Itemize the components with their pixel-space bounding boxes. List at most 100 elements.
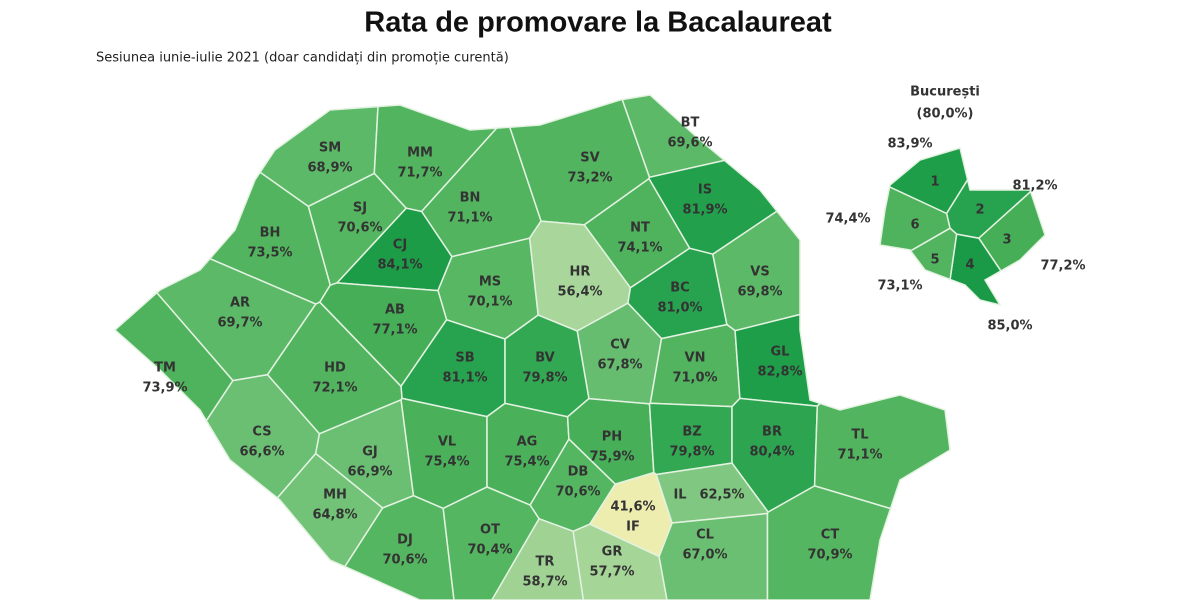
county: [400, 397, 488, 510]
county-code: SM: [319, 141, 341, 156]
county-code: CS: [252, 425, 271, 440]
county-code: CL: [696, 528, 714, 543]
sector-value: 73,1%: [877, 279, 922, 294]
county-value: 70,9%: [807, 548, 852, 563]
map: SM 68,9% MM 71,7% BT 69,6% SV 73,2% IS 81,9% BN 71,…: [113, 94, 951, 600]
county-code: SJ: [353, 201, 367, 216]
title: Rata de promovare la Bacalaureat: [364, 7, 832, 39]
county-code: GL: [771, 345, 790, 360]
county-value: 67,8%: [597, 358, 642, 373]
county-value: 75,4%: [424, 455, 469, 470]
sector-value: 81,2%: [1012, 179, 1057, 194]
county: [766, 485, 892, 600]
county-code: SB: [455, 351, 474, 366]
county-value: 77,1%: [372, 323, 417, 338]
county-code: CV: [610, 338, 630, 353]
county-value: 81,1%: [442, 371, 487, 386]
county-code: BN: [460, 191, 481, 206]
county-value: 67,0%: [682, 548, 727, 563]
county-code: BH: [260, 226, 281, 241]
inset-value: (80,0%): [917, 107, 974, 122]
county-code: GJ: [362, 445, 378, 460]
county-value: 62,5%: [699, 488, 744, 503]
county-value: 64,8%: [312, 508, 357, 523]
inset-title: București: [910, 85, 980, 100]
sector: [879, 185, 951, 252]
sector-value: 85,0%: [987, 319, 1032, 334]
county-code: SV: [580, 151, 599, 166]
county-value: 79,8%: [522, 371, 567, 386]
county-code: AR: [230, 296, 250, 311]
county-value: 75,4%: [504, 455, 549, 470]
sector-value: 83,9%: [887, 137, 932, 152]
county-code: PH: [602, 430, 622, 445]
county-value: 57,7%: [589, 565, 634, 580]
county: [442, 486, 540, 600]
county-code: TM: [154, 361, 176, 376]
county-value: 70,1%: [467, 295, 512, 310]
county-value: 41,6%: [610, 500, 655, 515]
county-code: BR: [762, 425, 782, 440]
county-value: 58,7%: [522, 575, 567, 590]
county: [504, 314, 590, 418]
county-code: IF: [626, 520, 640, 535]
county-value: 71,7%: [397, 166, 442, 181]
county-value: 56,4%: [557, 285, 602, 300]
county-code: VN: [685, 351, 706, 366]
county-value: 84,1%: [377, 258, 422, 273]
county-value: 69,7%: [217, 316, 262, 331]
county-code: BV: [535, 351, 554, 366]
sector-number: 1: [930, 175, 939, 190]
county-value: 71,0%: [672, 371, 717, 386]
county-value: 75,9%: [589, 450, 634, 465]
county-code: MM: [407, 146, 433, 161]
sector-number: 4: [965, 258, 974, 273]
bucharest-inset: București (80,0%) 1 83,9% 2 81,2% 3 77,2% 4 85,…: [825, 85, 1085, 334]
county-code: MS: [479, 275, 501, 290]
county-value: 68,9%: [307, 161, 352, 176]
sector: [949, 233, 1002, 307]
county-value: 73,2%: [567, 171, 612, 186]
county-value: 70,4%: [467, 543, 512, 558]
county-value: 82,8%: [757, 365, 802, 380]
county-code: TL: [851, 428, 868, 443]
county-code: AB: [385, 303, 405, 318]
county-value: 73,9%: [142, 381, 187, 396]
county-code: IL: [673, 488, 686, 503]
sector-value: 74,4%: [825, 212, 870, 227]
county-code: CJ: [393, 238, 407, 253]
county-value: 72,1%: [312, 381, 357, 396]
county-code: MH: [323, 488, 347, 503]
county-code: OT: [480, 523, 500, 538]
county-value: 70,6%: [555, 485, 600, 500]
county-code: HR: [570, 265, 591, 280]
county-value: 71,1%: [837, 448, 882, 463]
county-code: AG: [517, 435, 538, 450]
county-code: VS: [750, 265, 769, 280]
sector: [977, 190, 1046, 272]
county-code: BT: [681, 116, 700, 131]
county-value: 81,9%: [682, 203, 727, 218]
county-code: BZ: [682, 425, 701, 440]
county-value: 66,9%: [347, 465, 392, 480]
sector-number: 6: [910, 218, 919, 233]
sector-value: 77,2%: [1040, 259, 1085, 274]
county-value: 81,0%: [657, 301, 702, 316]
county-value: 73,5%: [247, 246, 292, 261]
county: [734, 313, 822, 407]
county-value: 69,6%: [667, 136, 712, 151]
county-code: DJ: [397, 533, 413, 548]
subtitle: Sesiunea iunie-iulie 2021 (doar candidaț…: [96, 51, 509, 66]
county-code: NT: [630, 221, 650, 236]
sector-number: 3: [1002, 233, 1011, 248]
county-value: 70,6%: [382, 553, 427, 568]
county-code: GR: [602, 545, 623, 560]
county-value: 74,1%: [617, 241, 662, 256]
county-code: VL: [438, 435, 456, 450]
county-code: CT: [821, 528, 840, 543]
county-value: 79,8%: [669, 445, 714, 460]
county-value: 70,6%: [337, 221, 382, 236]
county-code: TR: [536, 555, 555, 570]
county-value: 71,1%: [447, 211, 492, 226]
